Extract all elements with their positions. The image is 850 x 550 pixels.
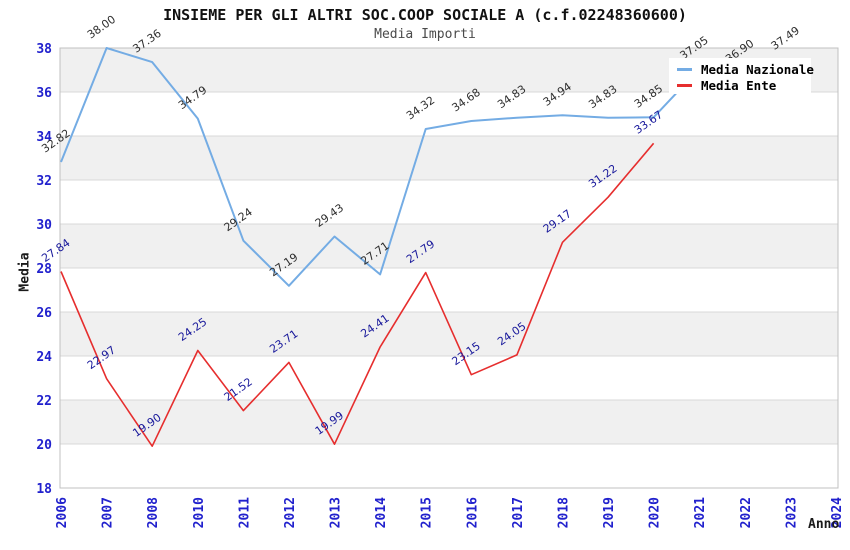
x-tick-label: 2017: [511, 497, 526, 528]
x-axis-title: Anno: [808, 517, 840, 532]
media-nazionale-line-swatch-icon: [677, 68, 692, 71]
x-tick-label: 2008: [146, 497, 161, 528]
series-line-media-nazionale: [60, 47, 791, 287]
x-tick-label: 2020: [648, 497, 663, 528]
x-tick-label: 2015: [420, 497, 435, 528]
x-tick-label: 2010: [192, 497, 207, 528]
y-tick-label: 20: [36, 438, 52, 453]
grid-band: [60, 136, 838, 180]
x-tick-label: 2011: [237, 497, 252, 528]
y-tick-label: 34: [36, 130, 52, 145]
series-line-media-ente: [60, 142, 655, 448]
grid-band: [60, 268, 838, 312]
y-tick-label: 32: [36, 174, 52, 189]
legend: Media Nazionale Media Ente: [669, 58, 814, 94]
x-tick-label: 2012: [283, 497, 298, 528]
x-tick-label: 2006: [55, 497, 70, 528]
legend-label-media-nazionale: Media Nazionale: [701, 62, 814, 77]
x-tick-label: 2013: [329, 497, 344, 528]
y-tick-label: 26: [36, 306, 52, 321]
legend-item-media-ente: Media Ente: [677, 78, 805, 93]
grid-band: [60, 444, 838, 488]
x-tick-label: 2014: [374, 497, 389, 528]
grid-band: [60, 356, 838, 400]
legend-item-media-nazionale: Media Nazionale: [677, 62, 814, 77]
x-tick-label: 2021: [693, 497, 708, 528]
y-tick-label: 24: [36, 350, 52, 365]
x-tick-label: 2022: [739, 497, 754, 528]
grid-band: [60, 92, 838, 136]
y-tick-label: 36: [36, 86, 52, 101]
y-tick-label: 30: [36, 218, 52, 233]
y-axis-title: Media: [17, 252, 33, 292]
chart-title: INSIEME PER GLI ALTRI SOC.COOP SOCIALE A…: [163, 6, 687, 24]
x-tick-label: 2016: [465, 497, 480, 528]
grid-band: [60, 180, 838, 224]
plot-border: [59, 47, 839, 489]
chart-subtitle: Media Importi: [374, 27, 476, 42]
grid-band: [60, 312, 838, 356]
x-tick-label: 2024: [830, 497, 845, 528]
x-tick-label: 2019: [602, 497, 617, 528]
point-label: 38.00: [85, 13, 118, 42]
x-tick-label: 2023: [784, 497, 799, 528]
legend-label-media-ente: Media Ente: [701, 78, 777, 93]
media-ente-line-swatch-icon: [677, 84, 692, 87]
y-tick-label: 22: [36, 394, 52, 409]
grid-band: [60, 400, 838, 444]
x-tick-label: 2007: [101, 497, 116, 528]
y-tick-label: 18: [36, 482, 52, 497]
x-tick-label: 2018: [556, 497, 571, 528]
y-tick-label: 38: [36, 42, 52, 57]
grid-band: [60, 224, 838, 268]
y-tick-label: 28: [36, 262, 52, 277]
